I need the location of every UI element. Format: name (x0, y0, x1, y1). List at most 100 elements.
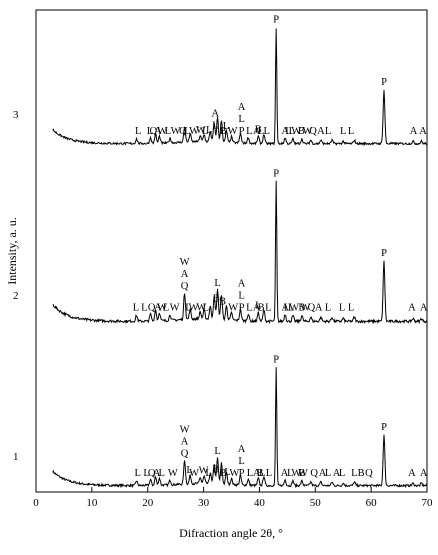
peak-label: W (229, 468, 239, 479)
peak-label: B (255, 125, 262, 136)
x-tick-label: 20 (142, 497, 154, 509)
peak-label: A (315, 303, 323, 314)
peak-label: W (189, 468, 199, 479)
peak-label: L (238, 456, 244, 467)
peak-label: L (258, 126, 264, 137)
x-tick-label: 50 (310, 497, 322, 509)
peak-label: W (189, 303, 199, 314)
peak-label: L (202, 126, 208, 137)
peak-label: B (213, 293, 220, 304)
peak-label: L (340, 126, 346, 137)
peak-label: B (220, 468, 227, 479)
peak-label: W (157, 126, 167, 137)
peak-label: B (258, 303, 265, 314)
peak-label: L (214, 278, 220, 289)
x-tick-label: 10 (86, 497, 98, 509)
traces: 1 2 3 (13, 28, 428, 489)
peak-label: W (228, 126, 238, 137)
peak-label: A (154, 126, 162, 137)
peak-label: L (348, 126, 354, 137)
peak-label: L (203, 303, 209, 314)
peak-label: L (158, 468, 164, 479)
peak-label: L (184, 126, 190, 137)
peak-label: W (157, 303, 167, 314)
peak-label: B (219, 296, 226, 307)
trace-2: 2 (13, 180, 428, 325)
trace-line (52, 180, 428, 325)
peak-label: A (333, 468, 341, 479)
peak-label: L (263, 126, 269, 137)
trace-line (52, 367, 428, 489)
peak-label: L (284, 303, 290, 314)
peak-label: L (246, 126, 252, 137)
peak-label: A (153, 468, 161, 479)
peak-label: P (381, 248, 387, 259)
y-axis-title: Intensity, a. u. (5, 217, 19, 285)
peak-label: L (147, 126, 153, 137)
peak-label: W (300, 303, 310, 314)
peak-label: A (238, 279, 246, 290)
peak-label: A (212, 109, 220, 120)
peak-label: A (317, 126, 325, 137)
peak-label: W (298, 468, 308, 479)
peak-label: B (212, 465, 219, 476)
peak-label: L (205, 468, 211, 479)
peak-label: P (381, 77, 387, 88)
peak-label: L (133, 303, 139, 314)
peak-label: L (287, 468, 293, 479)
x-tick-label: 0 (33, 497, 39, 509)
peak-label: Q (309, 126, 317, 137)
peak-label: L (185, 303, 191, 314)
peak-label: A (253, 126, 261, 137)
peak-label: L (325, 303, 331, 314)
peak-label: L (223, 121, 229, 132)
peak-label: P (239, 126, 245, 137)
peak-label: L (247, 468, 253, 479)
peak-label: L (288, 303, 294, 314)
trace-1: 1 (13, 367, 428, 489)
peak-label: L (351, 468, 357, 479)
peak-label: W (180, 424, 190, 435)
peak-label: A (420, 468, 428, 479)
peak-label: L (266, 468, 272, 479)
peak-label: A (408, 303, 416, 314)
peak-label: W (228, 303, 238, 314)
peak-label: L (289, 126, 295, 137)
peak-label: L (255, 301, 261, 312)
peak-label: L (325, 468, 331, 479)
peak-label: L (143, 468, 149, 479)
peak-label: L (224, 467, 230, 478)
peak-label: B (298, 468, 305, 479)
peak-label: A (281, 468, 289, 479)
peak-label: A (408, 468, 416, 479)
series-label: 3 (13, 109, 19, 121)
peak-label: Q (148, 468, 156, 479)
peak-label: L (339, 303, 345, 314)
trace-3: 3 (13, 28, 428, 147)
peak-label: L (186, 465, 192, 476)
peak-label: L (238, 114, 244, 125)
peak-label: W (180, 257, 190, 268)
peak-label: P (273, 15, 279, 26)
peak-label: A (319, 468, 327, 479)
peak-label: W (196, 125, 206, 136)
peak-label: A (420, 303, 428, 314)
peak-label: W (171, 126, 181, 137)
peak-label: W (291, 468, 301, 479)
peak-label: B (256, 468, 263, 479)
peak-label: P (239, 303, 245, 314)
x-axis-title: Difraction angle 2θ, ° (179, 526, 283, 540)
peak-label: A (419, 126, 427, 137)
peak-label: B (298, 303, 305, 314)
peak-label: L (246, 303, 252, 314)
x-tick-label: 40 (254, 497, 266, 509)
peak-label: L (135, 126, 141, 137)
peak-label: L (165, 126, 171, 137)
peak-label: L (206, 125, 212, 136)
peak-label: Q (181, 448, 189, 459)
peak-label: P (381, 422, 387, 433)
peak-label: A (181, 436, 189, 447)
peak-label: A (281, 126, 289, 137)
plot-frame (35, 9, 428, 493)
